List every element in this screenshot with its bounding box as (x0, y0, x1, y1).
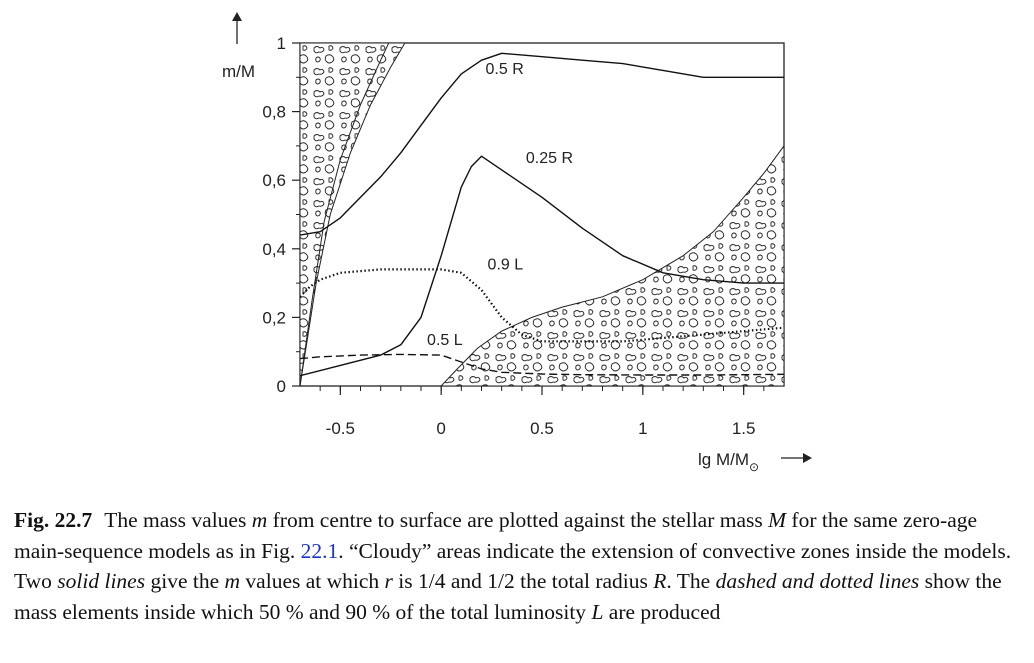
x-axis-arrow-icon (781, 453, 812, 463)
x-axis-label: lg M/M⊙ (698, 450, 759, 474)
x-tick-label: 1.5 (732, 419, 756, 438)
series-label-1: 0.25 R (526, 150, 573, 167)
curves (300, 52, 784, 377)
figure-caption: Fig. 22.7 The mass values m from centre t… (14, 508, 1012, 624)
y-axis-arrow-icon (232, 12, 242, 44)
y-tick-label: 0,2 (262, 308, 286, 327)
x-tick-label: 0.5 (530, 419, 554, 438)
series-label-2: 0.9 L (488, 256, 524, 273)
caption-lead: Fig. 22.7 (14, 508, 93, 532)
chart: -0.5 0 0.5 1 1.5 0 0,2 0,4 0,6 0,8 1 m/M lg M/M⊙ 0… (222, 12, 812, 474)
x-tick-label: 0 (436, 419, 445, 438)
y-tick-label: 0,4 (262, 240, 286, 259)
series-line-0 (300, 52, 784, 236)
series-line-2 (300, 268, 784, 343)
figure-reference-link[interactable]: 22.1 (300, 538, 339, 563)
x-tick-label: 1 (638, 419, 647, 438)
series-line-3 (300, 353, 784, 376)
convective-zone-envelope (300, 43, 406, 386)
y-axis-label: m/M (222, 62, 255, 81)
y-tick-label: 0,6 (262, 171, 286, 190)
convective-zone-core (440, 145, 784, 386)
x-tick-label: -0.5 (326, 419, 355, 438)
convective-zone-boundary (300, 43, 390, 386)
y-tick-label: 1 (277, 34, 286, 53)
axis-ticks: -0.5 0 0.5 1 1.5 0 0,2 0,4 0,6 0,8 1 (262, 34, 765, 438)
convective-zones (300, 43, 784, 386)
series-label-3: 0.5 L (427, 332, 463, 349)
series-label-0: 0.5 R (486, 61, 524, 78)
series-line-1 (300, 155, 784, 377)
y-tick-label: 0 (277, 377, 286, 396)
y-tick-label: 0,8 (262, 103, 286, 122)
